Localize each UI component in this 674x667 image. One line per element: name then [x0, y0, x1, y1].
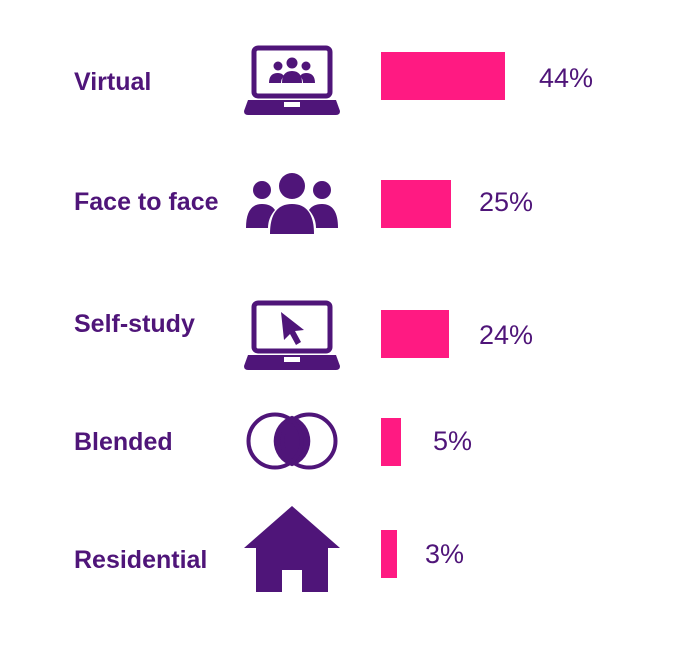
- bar-blended: [381, 418, 401, 466]
- category-label-face-to-face: Face to face: [74, 188, 219, 216]
- laptop-group-icon: [244, 45, 340, 115]
- laptop-cursor-icon: [244, 300, 340, 370]
- category-label-blended: Blended: [74, 428, 173, 456]
- overlapping-circles-icon: [246, 412, 338, 470]
- category-label-virtual: Virtual: [74, 68, 152, 96]
- bar-residential: [381, 530, 397, 578]
- bar-self-study: [381, 310, 449, 358]
- value-label-blended: 5%: [433, 426, 473, 456]
- bar-face-to-face: [381, 180, 451, 228]
- value-label-virtual: 44%: [539, 63, 594, 93]
- bar-virtual: [381, 52, 505, 100]
- value-label-face-to-face: 25%: [479, 187, 534, 217]
- category-label-self-study: Self-study: [74, 310, 195, 338]
- value-label-self-study: 24%: [479, 320, 534, 350]
- house-icon: [244, 506, 340, 592]
- value-label-residential: 3%: [425, 539, 465, 569]
- category-label-residential: Residential: [74, 546, 208, 574]
- people-group-icon: [246, 173, 338, 234]
